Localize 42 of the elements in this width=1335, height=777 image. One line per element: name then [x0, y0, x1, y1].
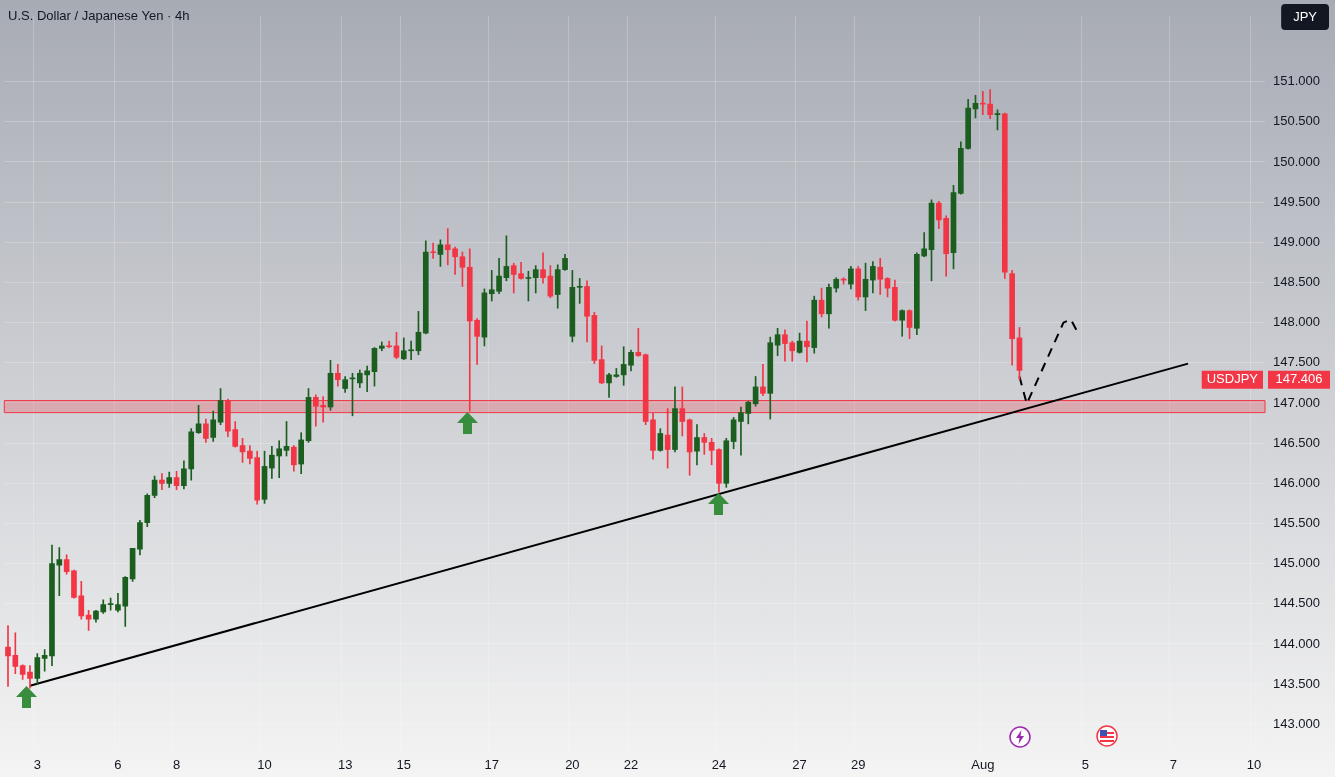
x-tick-label: 10	[1246, 757, 1262, 773]
text: 147.406	[1275, 371, 1323, 387]
y-tick-label: 144.500	[1273, 595, 1320, 611]
y-tick-label: 150.500	[1273, 113, 1320, 129]
x-tick-label: 6	[114, 757, 122, 773]
x-tick-label: 20	[565, 757, 580, 773]
text: JPY	[1293, 8, 1318, 24]
y-tick-label: 143.000	[1273, 715, 1320, 731]
annotation: USDJPY	[1206, 371, 1259, 387]
candlestick	[760, 364, 766, 397]
y-tick-label: 143.500	[1273, 675, 1320, 691]
x-tick-label: 7	[1169, 757, 1177, 773]
candlestick	[804, 320, 810, 363]
y-tick-label: 147.000	[1273, 394, 1320, 410]
y-tick-label: 145.500	[1273, 515, 1320, 531]
x-tick-label: 13	[337, 757, 353, 773]
x-tick-label: 10	[257, 757, 272, 773]
y-tick-label: 148.500	[1273, 274, 1320, 290]
candlestick	[159, 473, 165, 491]
x-tick-label: 22	[623, 757, 639, 773]
y-tick-label: 149.000	[1273, 233, 1320, 249]
y-tick-label: 145.000	[1273, 555, 1320, 571]
y-tick-label: 148.000	[1273, 314, 1320, 330]
x-tick-label: 5	[1081, 757, 1090, 773]
x-tick-label: 8	[172, 757, 181, 773]
chart-title: U.S. Dollar / Japanese Yen · 4h	[8, 8, 190, 23]
y-tick-label: 146.000	[1273, 474, 1320, 490]
y-tick-label: 150.000	[1273, 153, 1320, 169]
y-tick-label: 149.500	[1273, 193, 1320, 209]
candlestick	[576, 278, 583, 304]
x-tick-label: 3	[33, 757, 41, 773]
x-tick-label: 24	[711, 757, 727, 773]
y-tick-label: 146.500	[1273, 434, 1320, 450]
x-tick-label: Aug	[971, 757, 995, 773]
x-tick-label: 27	[792, 757, 807, 773]
candlestick	[430, 242, 436, 259]
x-tick-label: 17	[484, 757, 499, 773]
y-tick-label: 147.500	[1273, 354, 1320, 370]
x-tick-label: 29	[850, 757, 866, 773]
x-tick-label: 15	[396, 757, 412, 773]
y-tick-label: 151.000	[1273, 73, 1320, 89]
y-tick-label: 144.000	[1273, 635, 1320, 651]
